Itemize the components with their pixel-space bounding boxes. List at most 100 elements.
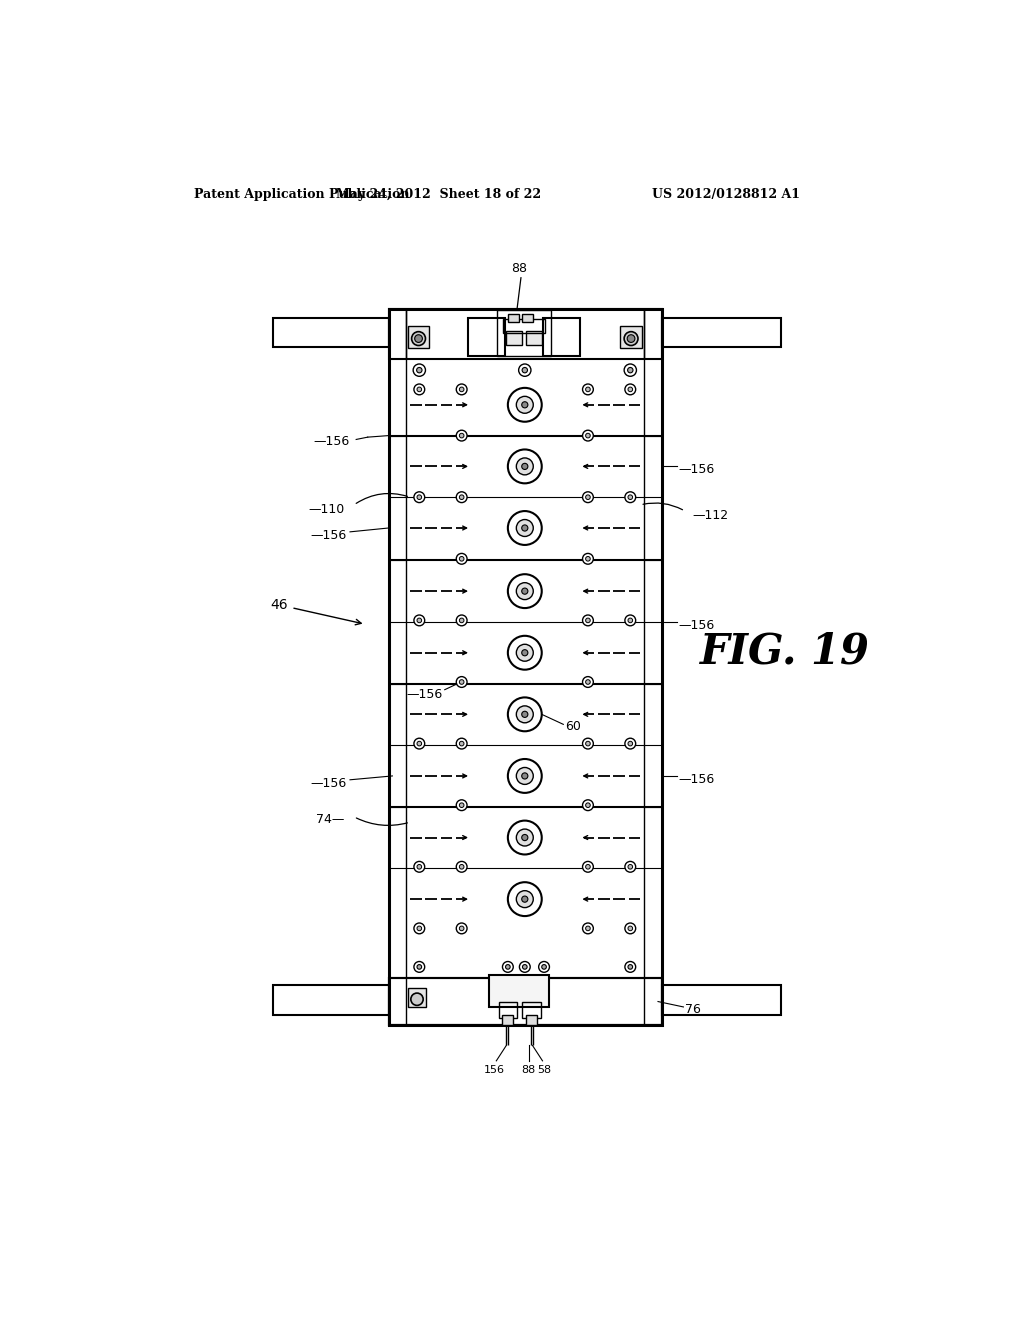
Circle shape	[417, 742, 422, 746]
Circle shape	[522, 367, 527, 372]
Circle shape	[625, 364, 637, 376]
Text: —156: —156	[310, 529, 346, 543]
Bar	[468, 318, 505, 356]
Circle shape	[508, 511, 542, 545]
Circle shape	[628, 367, 633, 372]
Circle shape	[460, 495, 464, 499]
Bar	[508, 314, 518, 322]
Circle shape	[583, 553, 593, 564]
Circle shape	[508, 697, 542, 731]
Circle shape	[457, 677, 467, 688]
Circle shape	[457, 430, 467, 441]
Circle shape	[508, 388, 542, 422]
Bar	[506, 331, 521, 345]
Circle shape	[417, 387, 422, 392]
Circle shape	[521, 401, 528, 408]
Circle shape	[508, 449, 542, 483]
Circle shape	[625, 738, 636, 748]
Circle shape	[586, 387, 590, 392]
Circle shape	[625, 923, 636, 933]
Circle shape	[628, 965, 633, 969]
Circle shape	[521, 896, 528, 903]
Circle shape	[628, 927, 633, 931]
Circle shape	[628, 495, 633, 499]
Circle shape	[508, 821, 542, 854]
Circle shape	[586, 865, 590, 869]
Bar	[273, 318, 388, 347]
Circle shape	[413, 364, 425, 376]
Circle shape	[414, 862, 425, 873]
Circle shape	[412, 331, 425, 346]
Text: —156: —156	[407, 688, 442, 701]
Circle shape	[628, 742, 633, 746]
Circle shape	[457, 800, 467, 810]
Text: US 2012/0128812 A1: US 2012/0128812 A1	[652, 187, 801, 201]
Circle shape	[583, 923, 593, 933]
Bar	[526, 331, 542, 345]
Circle shape	[508, 574, 542, 609]
Text: May 24, 2012  Sheet 18 of 22: May 24, 2012 Sheet 18 of 22	[336, 187, 541, 201]
Circle shape	[583, 800, 593, 810]
Text: —156: —156	[310, 777, 346, 791]
Circle shape	[519, 961, 530, 973]
Circle shape	[414, 961, 425, 973]
Circle shape	[503, 961, 513, 973]
Circle shape	[417, 865, 422, 869]
Circle shape	[625, 615, 636, 626]
Text: 58: 58	[537, 1065, 551, 1074]
Circle shape	[516, 706, 534, 723]
Circle shape	[457, 553, 467, 564]
Circle shape	[460, 618, 464, 623]
Circle shape	[586, 803, 590, 808]
Circle shape	[586, 742, 590, 746]
Circle shape	[586, 495, 590, 499]
Bar	[388, 978, 662, 1024]
Circle shape	[508, 759, 542, 793]
Circle shape	[583, 862, 593, 873]
Bar	[521, 314, 532, 322]
Circle shape	[457, 923, 467, 933]
Text: Patent Application Publication: Patent Application Publication	[194, 187, 410, 201]
Circle shape	[625, 331, 638, 346]
Bar	[388, 978, 662, 1024]
Circle shape	[521, 589, 528, 594]
Bar	[662, 985, 781, 1015]
Circle shape	[457, 384, 467, 395]
Circle shape	[460, 680, 464, 684]
Text: —156: —156	[679, 619, 715, 631]
Circle shape	[521, 525, 528, 531]
Circle shape	[414, 615, 425, 626]
Circle shape	[516, 829, 534, 846]
Circle shape	[522, 965, 527, 969]
Circle shape	[521, 463, 528, 470]
Circle shape	[518, 364, 531, 376]
Bar	[388, 309, 662, 359]
Text: —156: —156	[679, 772, 715, 785]
Circle shape	[521, 774, 528, 779]
Circle shape	[457, 862, 467, 873]
Circle shape	[516, 458, 534, 475]
Circle shape	[516, 644, 534, 661]
Circle shape	[583, 677, 593, 688]
Circle shape	[417, 927, 422, 931]
Text: —156: —156	[679, 463, 715, 477]
Circle shape	[460, 803, 464, 808]
Circle shape	[460, 557, 464, 561]
Circle shape	[414, 492, 425, 503]
Text: 46: 46	[270, 598, 361, 624]
Circle shape	[411, 993, 423, 1006]
Circle shape	[583, 430, 593, 441]
Circle shape	[460, 927, 464, 931]
Bar	[499, 1002, 517, 1018]
Circle shape	[521, 649, 528, 656]
Circle shape	[417, 965, 422, 969]
Circle shape	[628, 387, 633, 392]
Text: 74—: 74—	[316, 813, 345, 825]
Circle shape	[460, 433, 464, 438]
Text: 156: 156	[483, 1065, 505, 1074]
Circle shape	[417, 495, 422, 499]
Text: 88: 88	[521, 1065, 536, 1074]
Circle shape	[417, 618, 422, 623]
Circle shape	[508, 636, 542, 669]
Bar	[497, 310, 551, 356]
